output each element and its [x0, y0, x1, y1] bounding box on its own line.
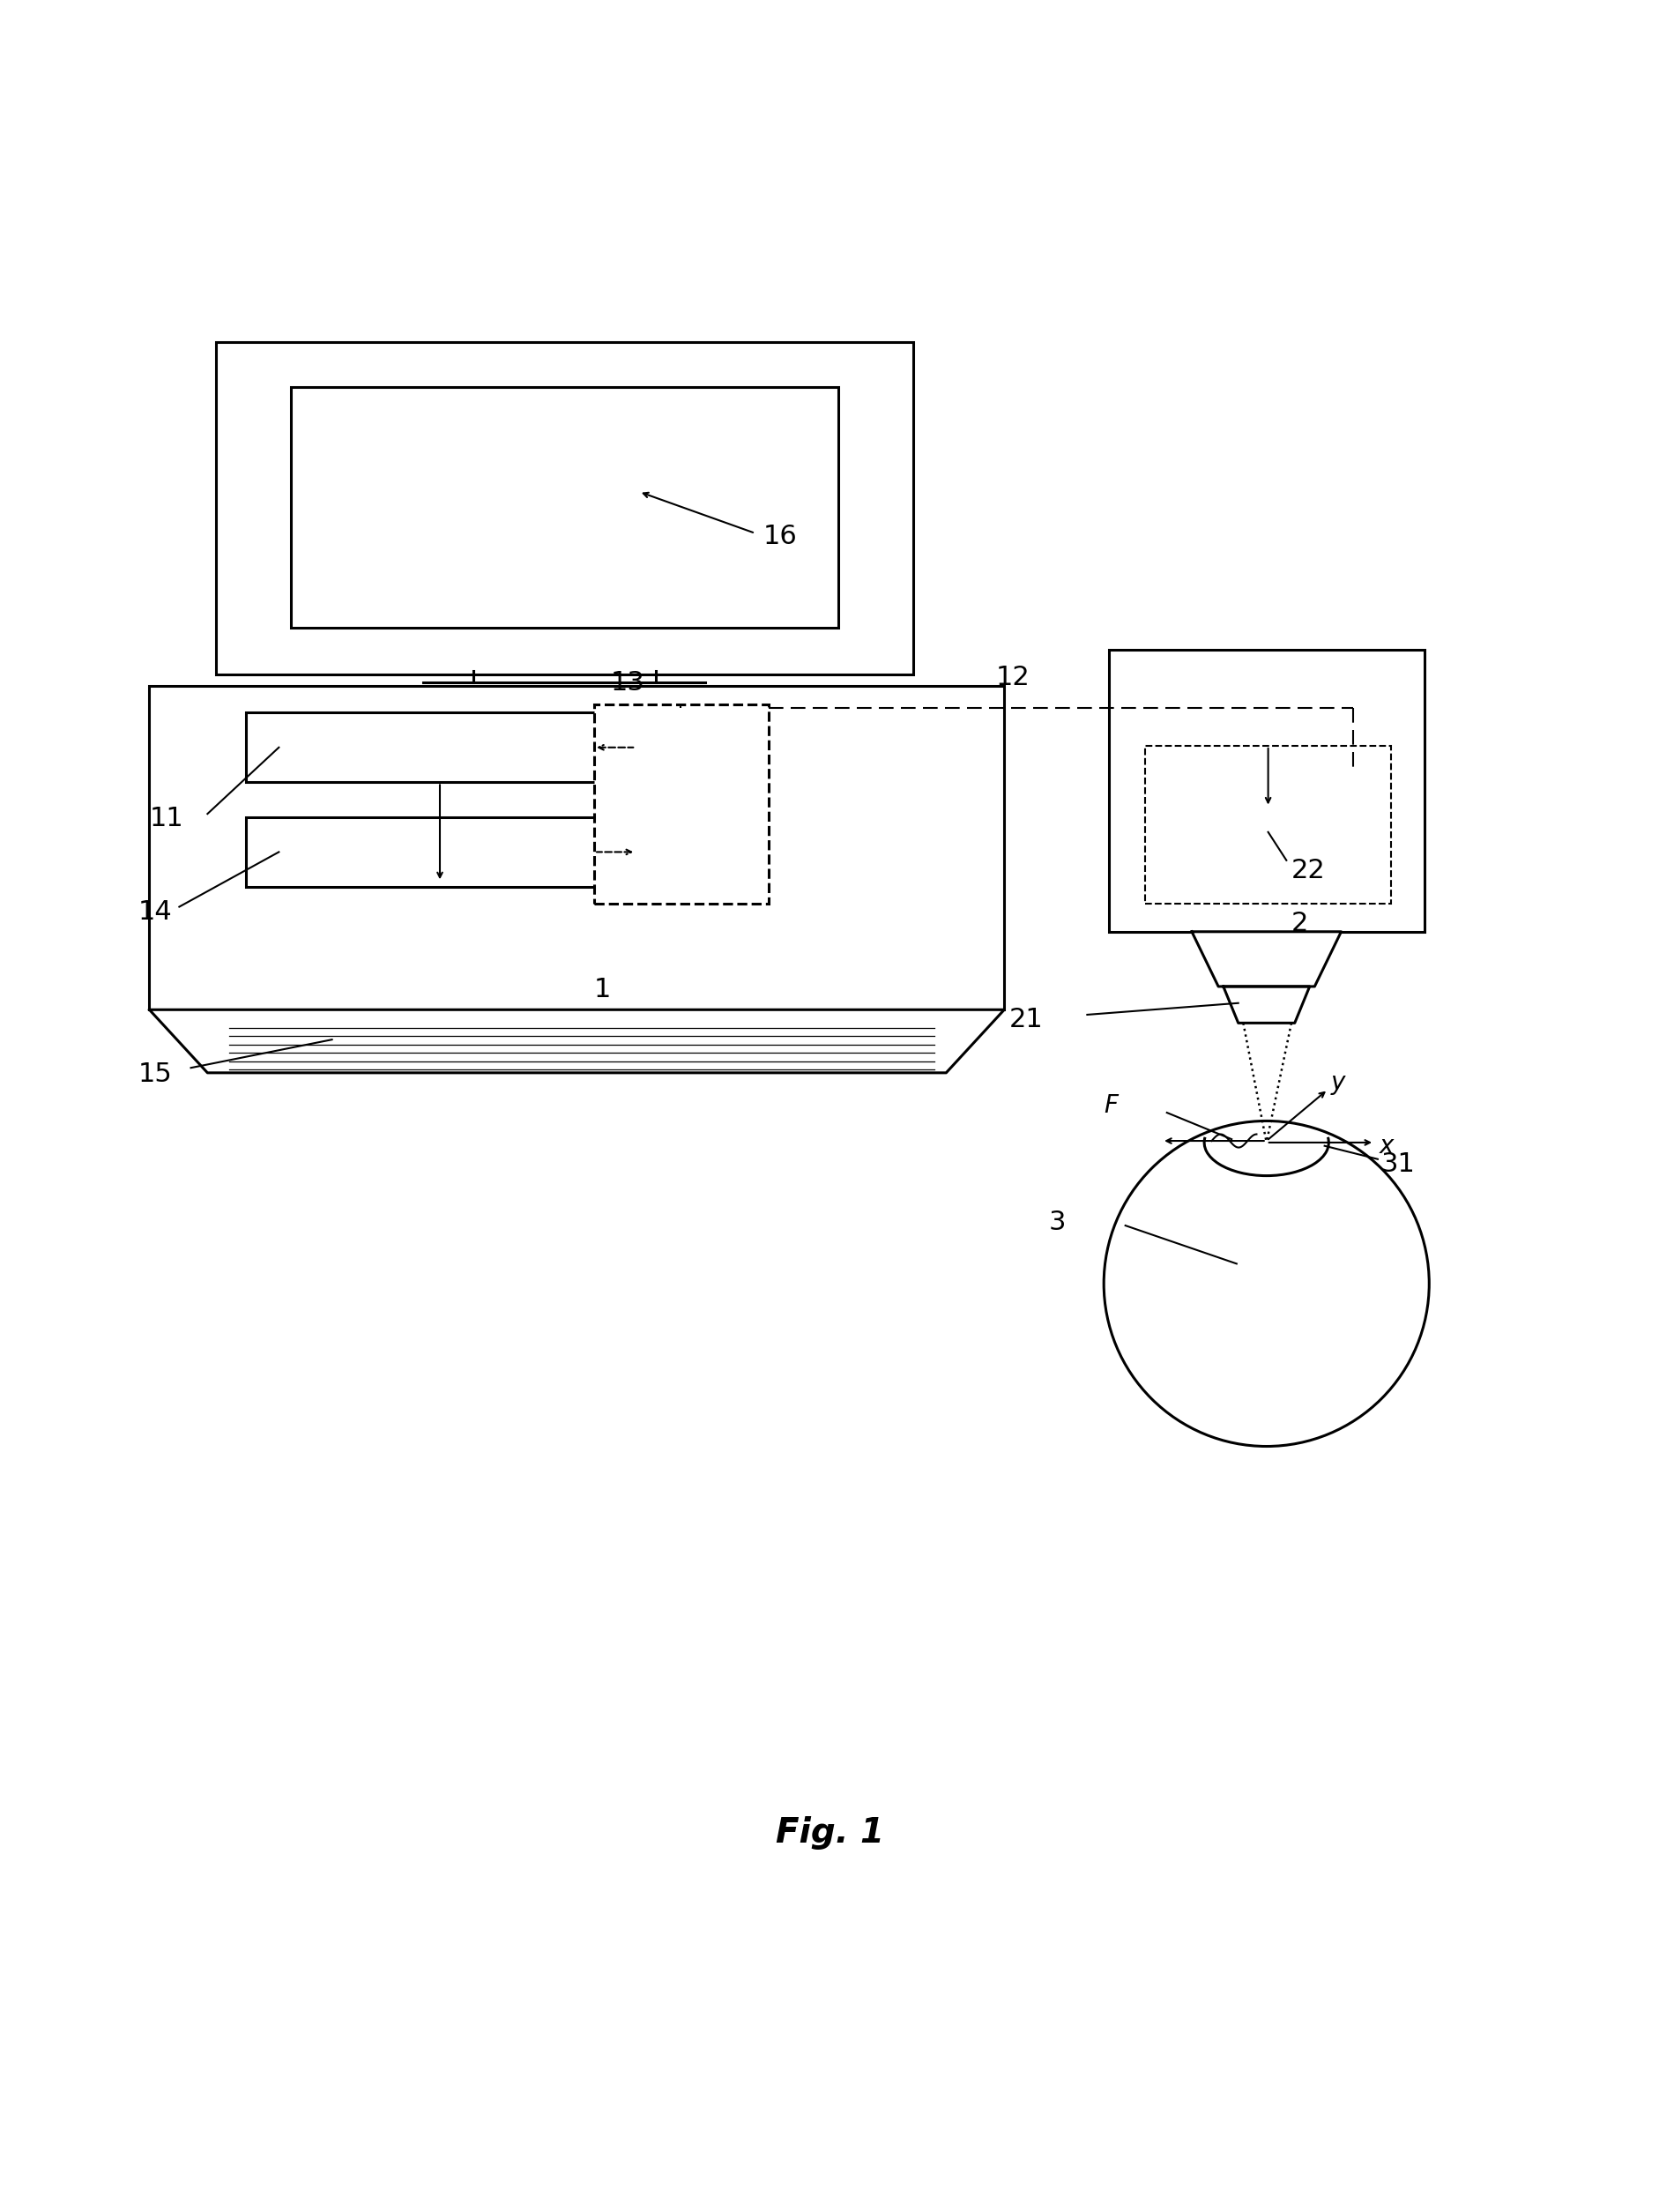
Text: 1: 1: [594, 978, 611, 1002]
FancyBboxPatch shape: [290, 387, 838, 628]
Text: F: F: [1103, 1093, 1117, 1119]
Text: 15: 15: [138, 1062, 173, 1088]
Text: y: y: [1331, 1071, 1345, 1095]
FancyBboxPatch shape: [1108, 650, 1423, 931]
FancyBboxPatch shape: [594, 703, 768, 902]
Text: 11: 11: [149, 805, 184, 832]
Polygon shape: [1191, 931, 1340, 987]
Polygon shape: [1223, 987, 1309, 1022]
FancyBboxPatch shape: [246, 712, 635, 783]
FancyBboxPatch shape: [1145, 745, 1390, 902]
Text: Fig. 1: Fig. 1: [775, 1816, 884, 1849]
Text: 2: 2: [1291, 911, 1307, 936]
Text: 12: 12: [995, 666, 1030, 690]
FancyBboxPatch shape: [149, 686, 1004, 1009]
FancyBboxPatch shape: [246, 816, 635, 887]
Text: 16: 16: [763, 524, 798, 549]
Text: 22: 22: [1291, 858, 1326, 883]
Text: 14: 14: [138, 898, 173, 925]
FancyBboxPatch shape: [216, 343, 912, 675]
Text: 13: 13: [611, 670, 645, 695]
Text: 31: 31: [1380, 1150, 1415, 1177]
Text: x: x: [1379, 1133, 1394, 1159]
Text: 21: 21: [1009, 1006, 1044, 1033]
Polygon shape: [149, 1009, 1004, 1073]
Text: 3: 3: [1048, 1210, 1065, 1234]
